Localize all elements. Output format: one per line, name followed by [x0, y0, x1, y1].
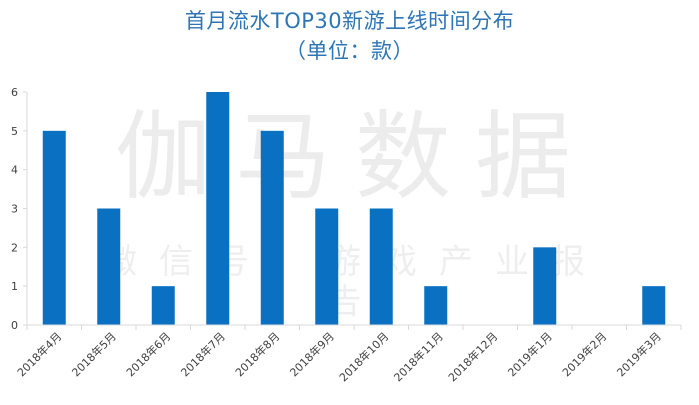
y-tick-label: 2 — [11, 241, 18, 254]
x-tick-label: 2018年11月 — [391, 329, 446, 384]
x-tick-label: 2018年9月 — [287, 329, 337, 379]
chart-subtitle: （单位：款） — [285, 39, 414, 63]
x-tick-label: 2019年2月 — [559, 329, 609, 379]
bar-2018年7月 — [206, 92, 230, 325]
bar-2019年3月 — [642, 286, 666, 325]
y-tick-label: 4 — [11, 164, 18, 177]
x-tick-label: 2018年8月 — [232, 329, 282, 379]
chart-title-block: 首月流水TOP30新游上线时间分布 （单位：款） — [0, 6, 699, 66]
bar-2018年9月 — [315, 208, 339, 325]
y-tick-label: 6 — [11, 86, 18, 99]
bar-2018年10月 — [369, 208, 393, 325]
x-tick-label: 2018年12月 — [445, 329, 500, 384]
bar-2018年5月 — [97, 208, 121, 325]
x-tick-label: 2018年6月 — [123, 329, 173, 379]
x-tick-label: 2018年5月 — [69, 329, 119, 379]
bar-2018年6月 — [151, 286, 175, 325]
y-tick-label: 1 — [11, 280, 18, 293]
y-tick-label: 3 — [11, 203, 18, 216]
y-tick-label: 5 — [11, 125, 18, 138]
bar-2018年8月 — [260, 130, 284, 325]
x-tick-label: 2018年7月 — [178, 329, 228, 379]
x-tick-label: 2018年4月 — [14, 329, 64, 379]
x-tick-label: 2018年10月 — [336, 329, 391, 384]
x-tick-label: 2019年3月 — [614, 329, 664, 379]
y-tick-label: 0 — [11, 319, 18, 332]
bar-2019年1月 — [533, 247, 557, 325]
bar-2018年11月 — [424, 286, 448, 325]
x-tick-label: 2019年1月 — [505, 329, 555, 379]
chart-title: 首月流水TOP30新游上线时间分布 — [184, 9, 515, 33]
bar-2018年4月 — [42, 130, 66, 325]
